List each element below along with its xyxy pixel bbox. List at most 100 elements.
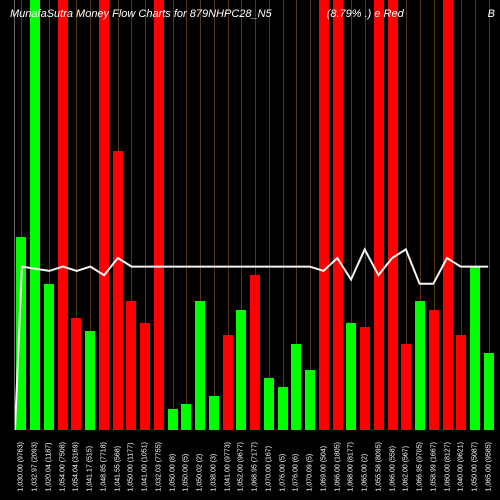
bar-slot (263, 0, 276, 430)
bar (305, 370, 315, 430)
bar-slot (111, 0, 124, 430)
x-label: 1,065.00 (9585) (483, 430, 496, 500)
x-label-text: 1,038.00 (3) (210, 454, 217, 492)
bar (71, 318, 81, 430)
bar-slot (29, 0, 42, 430)
bar (154, 0, 164, 430)
bar-slot (221, 0, 234, 430)
bar-slot (359, 0, 372, 430)
x-label: 1,058.99 (1667) (428, 430, 441, 500)
bars-container (15, 0, 495, 430)
bar-slot (249, 0, 262, 430)
bar-slot (469, 0, 482, 430)
bar (415, 301, 425, 430)
bar-slot (180, 0, 193, 430)
x-label: 1,032.03 (7755) (153, 430, 166, 500)
x-label-text: 1,054.00 (7508) (59, 442, 66, 491)
x-label: 1,054.04 (3169) (70, 430, 83, 500)
x-label: 1,050.02 (2) (194, 430, 207, 500)
bar (250, 275, 260, 430)
bar-slot (166, 0, 179, 430)
x-label-text: 1,065.00 (9585) (485, 442, 492, 491)
x-label-text: 1,048.85 (7718) (100, 442, 107, 491)
x-label-text: 1,041.00 (9773) (224, 442, 231, 491)
x-label: 1,050.00 (5087) (469, 430, 482, 500)
x-label: 1,050.00 (1177) (125, 430, 138, 500)
bar (333, 0, 343, 430)
bar (401, 344, 411, 430)
chart-area (0, 0, 500, 430)
x-label: 1,052.00 (9677) (235, 430, 248, 500)
x-label: 1,065.00 (2) (359, 430, 372, 500)
bar (484, 353, 494, 430)
bar (126, 301, 136, 430)
x-label-text: 1,041.17 (515) (87, 446, 94, 492)
x-label-text: 1,055.58 (8095) (375, 442, 382, 491)
bar-slot (43, 0, 56, 430)
title-right: B (488, 8, 495, 20)
x-label-text: 1,076.00 (6) (293, 454, 300, 492)
x-label-text: 1,052.00 (9677) (238, 442, 245, 491)
x-label: 1,062.00 (567) (400, 430, 413, 500)
x-label-text: 1,054.04 (3169) (73, 442, 80, 491)
x-label-text: 1,041.55 (568) (114, 446, 121, 492)
grid-line (269, 0, 270, 430)
x-label-text: 1,050.00 (8) (169, 454, 176, 492)
bar-slot (290, 0, 303, 430)
bar-slot (276, 0, 289, 430)
x-label: 1,041.00 (1051) (139, 430, 152, 500)
bar-slot (304, 0, 317, 430)
x-label-text: 1,030.00 (9763) (18, 442, 25, 491)
bar (58, 0, 68, 430)
x-label: 1,040.00 (9621) (455, 430, 468, 500)
x-label: 1,070.09 (5) (304, 430, 317, 500)
bar (264, 378, 274, 430)
bar (470, 267, 480, 430)
bar-slot (441, 0, 454, 430)
title-left: MunafaSutra Money Flow Charts for 879NHP… (10, 8, 272, 20)
x-label-text: 1,065.00 (2) (362, 454, 369, 492)
x-label-text: 1,050.00 (5087) (472, 442, 479, 491)
grid-line (310, 0, 311, 430)
bar (278, 387, 288, 430)
x-label: 1,060.00 (8127) (441, 430, 454, 500)
bar (346, 323, 356, 431)
x-label: 1,041.17 (515) (84, 430, 97, 500)
bar-slot (318, 0, 331, 430)
x-label: 1,076.00 (6) (290, 430, 303, 500)
x-label-text: 1,020.04 (1187) (45, 443, 52, 492)
x-label-text: 1,032.03 (7755) (155, 442, 162, 491)
bar (319, 0, 329, 430)
x-label: 1,050.00 (8) (166, 430, 179, 500)
x-label-text: 1,058.99 (1667) (430, 442, 437, 491)
x-label: 1,054.00 (7508) (56, 430, 69, 500)
x-label: 1,069.00 (504) (318, 430, 331, 500)
title-mid: (8.79% .) e Red (327, 8, 404, 20)
x-label-text: 1,069.00 (504) (320, 446, 327, 492)
x-label: 1,070.00 (167) (263, 430, 276, 500)
x-label: 1,055.58 (8095) (373, 430, 386, 500)
bar (223, 335, 233, 430)
x-label: 1,032.97 (2093) (29, 430, 42, 500)
x-label: 1,068.00 (8177) (345, 430, 358, 500)
x-label: 1,030.00 (9763) (15, 430, 28, 500)
x-label: 1,038.00 (3) (208, 430, 221, 500)
bar (30, 0, 40, 430)
bar-slot (125, 0, 138, 430)
bar-slot (345, 0, 358, 430)
x-label: 1,048.85 (7718) (98, 430, 111, 500)
bar-slot (331, 0, 344, 430)
bar-slot (153, 0, 166, 430)
bar-slot (414, 0, 427, 430)
x-label-text: 1,068.95 (7177) (252, 442, 259, 491)
bar (429, 310, 439, 430)
grid-line (186, 0, 187, 430)
x-label-text: 1,041.00 (1051) (142, 442, 149, 491)
bar (374, 0, 384, 430)
bar-slot (139, 0, 152, 430)
x-label-text: 1,070.00 (167) (265, 446, 272, 492)
x-label-text: 1,076.00 (5) (279, 454, 286, 492)
x-labels: 1,030.00 (9763) 1,032.97 (2093)1,020.04 (… (15, 430, 495, 500)
bar-slot (373, 0, 386, 430)
bar (236, 310, 246, 430)
